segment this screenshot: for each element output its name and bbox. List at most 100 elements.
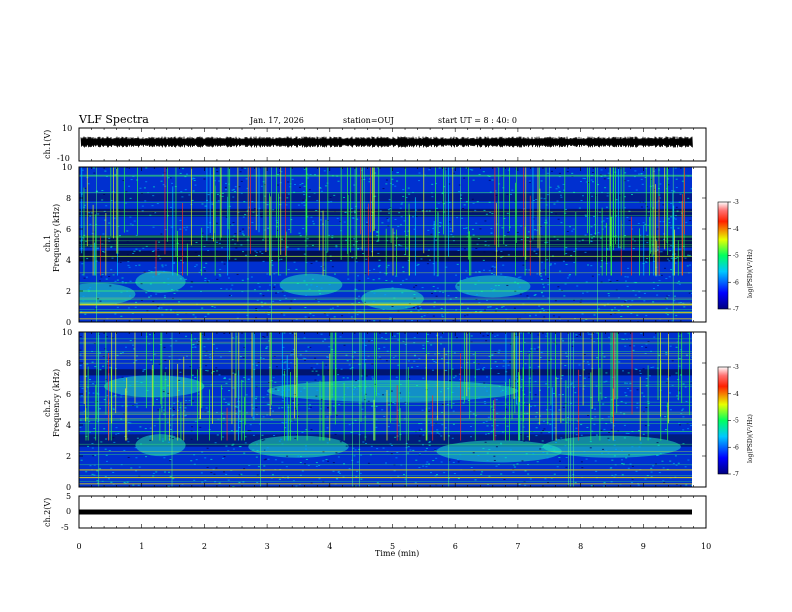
spectral-speckle — [593, 215, 596, 217]
spectral-speckle — [399, 224, 402, 226]
spectral-speckle — [612, 376, 615, 378]
spectral-speckle — [305, 350, 308, 352]
spectral-speckle — [261, 434, 264, 436]
spectral-speckle — [281, 421, 284, 423]
spectral-speckle — [596, 332, 599, 334]
spectral-speckle — [257, 282, 260, 284]
spectral-speckle — [222, 417, 225, 419]
spectral-speckle — [671, 360, 674, 362]
spectral-speckle — [179, 219, 182, 221]
spectral-speckle — [269, 306, 272, 308]
spectral-speckle — [540, 275, 543, 277]
spectral-speckle — [161, 397, 164, 399]
spectral-speckle — [486, 334, 489, 336]
spectral-speckle — [644, 478, 647, 480]
spectral-speckle — [295, 319, 298, 321]
spectral-speckle — [302, 199, 305, 201]
spectral-speckle — [536, 349, 539, 351]
spectral-speckle — [536, 273, 539, 275]
spectral-speckle — [527, 231, 530, 233]
spectral-speckle — [129, 280, 132, 282]
spectral-speckle — [128, 185, 131, 187]
spectral-speckle — [100, 441, 103, 443]
spectral-speckle — [583, 385, 586, 387]
spectral-speckle — [281, 461, 284, 463]
spectral-speckle — [502, 264, 505, 266]
spectral-speckle — [690, 293, 692, 295]
spectral-speckle — [181, 262, 184, 264]
spectral-speckle — [316, 200, 319, 202]
spectral-speckle — [377, 266, 380, 268]
spectral-speckle — [304, 445, 307, 447]
spectral-speckle — [627, 432, 630, 434]
spectral-speckle — [207, 226, 210, 228]
spectral-speckle — [559, 270, 562, 272]
spectral-speckle — [238, 186, 241, 188]
spectral-speckle — [402, 195, 405, 197]
spectral-speckle — [145, 292, 148, 294]
spectral-speckle — [250, 339, 253, 341]
spectral-speckle — [317, 374, 320, 376]
spectral-speckle — [403, 473, 406, 475]
spectral-speckle — [549, 186, 552, 188]
spectral-speckle — [536, 229, 539, 231]
spectral-speckle — [120, 315, 123, 317]
spectral-speckle — [111, 257, 114, 259]
spectral-speckle — [263, 184, 266, 186]
spectral-speckle — [603, 210, 606, 212]
spectral-speckle — [223, 263, 226, 265]
colorbar-tick-label: -3 — [733, 199, 739, 206]
spectral-speckle — [673, 295, 676, 297]
spectral-speckle — [376, 235, 379, 237]
spectral-speckle — [534, 314, 537, 316]
spectral-speckle — [584, 234, 587, 236]
spectral-speckle — [598, 274, 601, 276]
spectral-speckle — [674, 253, 677, 255]
spectral-speckle — [220, 288, 223, 290]
spectral-speckle — [312, 223, 315, 225]
spectral-speckle — [486, 299, 489, 301]
spectral-speckle — [356, 314, 359, 316]
spectral-speckle — [369, 454, 372, 456]
spectral-speckle — [149, 283, 152, 285]
spectral-speckle — [353, 393, 356, 395]
spectral-speckle — [315, 462, 318, 464]
spectral-speckle — [398, 244, 401, 246]
spectral-speckle — [405, 196, 408, 198]
spectral-speckle — [152, 226, 155, 228]
spectral-speckle — [81, 263, 84, 265]
spectral-speckle — [491, 290, 494, 292]
spectral-speckle — [98, 292, 101, 294]
spectral-speckle — [203, 270, 206, 272]
spectral-speckle — [318, 464, 321, 466]
spectral-speckle — [636, 314, 639, 316]
spectral-speckle — [557, 286, 560, 288]
spectral-speckle — [298, 232, 301, 234]
spectral-speckle — [541, 261, 544, 263]
spectrogram-ch1-image — [79, 167, 692, 322]
spectral-speckle — [201, 232, 204, 234]
waveform-ch1-ytick-top: 10 — [62, 124, 72, 133]
spectral-speckle — [155, 471, 158, 473]
spectral-speckle — [382, 447, 385, 449]
spectral-speckle — [564, 365, 567, 367]
spectral-speckle — [126, 481, 129, 483]
spectral-speckle — [119, 352, 122, 354]
spectral-speckle — [371, 251, 374, 253]
spectral-speckle — [263, 336, 266, 338]
spectral-speckle — [334, 210, 337, 212]
spectral-speckle — [670, 216, 673, 218]
spectral-speckle — [127, 421, 130, 423]
spectral-speckle — [315, 209, 318, 211]
spectral-speckle — [169, 177, 172, 179]
spectral-speckle — [606, 248, 609, 250]
spectral-speckle — [537, 334, 540, 336]
spectral-speckle — [495, 465, 498, 467]
spectral-speckle — [121, 281, 124, 283]
spectral-speckle — [677, 280, 680, 282]
spectral-speckle — [447, 295, 450, 297]
spectral-speckle — [117, 225, 120, 227]
spectral-speckle — [420, 316, 423, 318]
spectral-speckle — [442, 201, 445, 203]
spectral-speckle — [435, 385, 438, 387]
